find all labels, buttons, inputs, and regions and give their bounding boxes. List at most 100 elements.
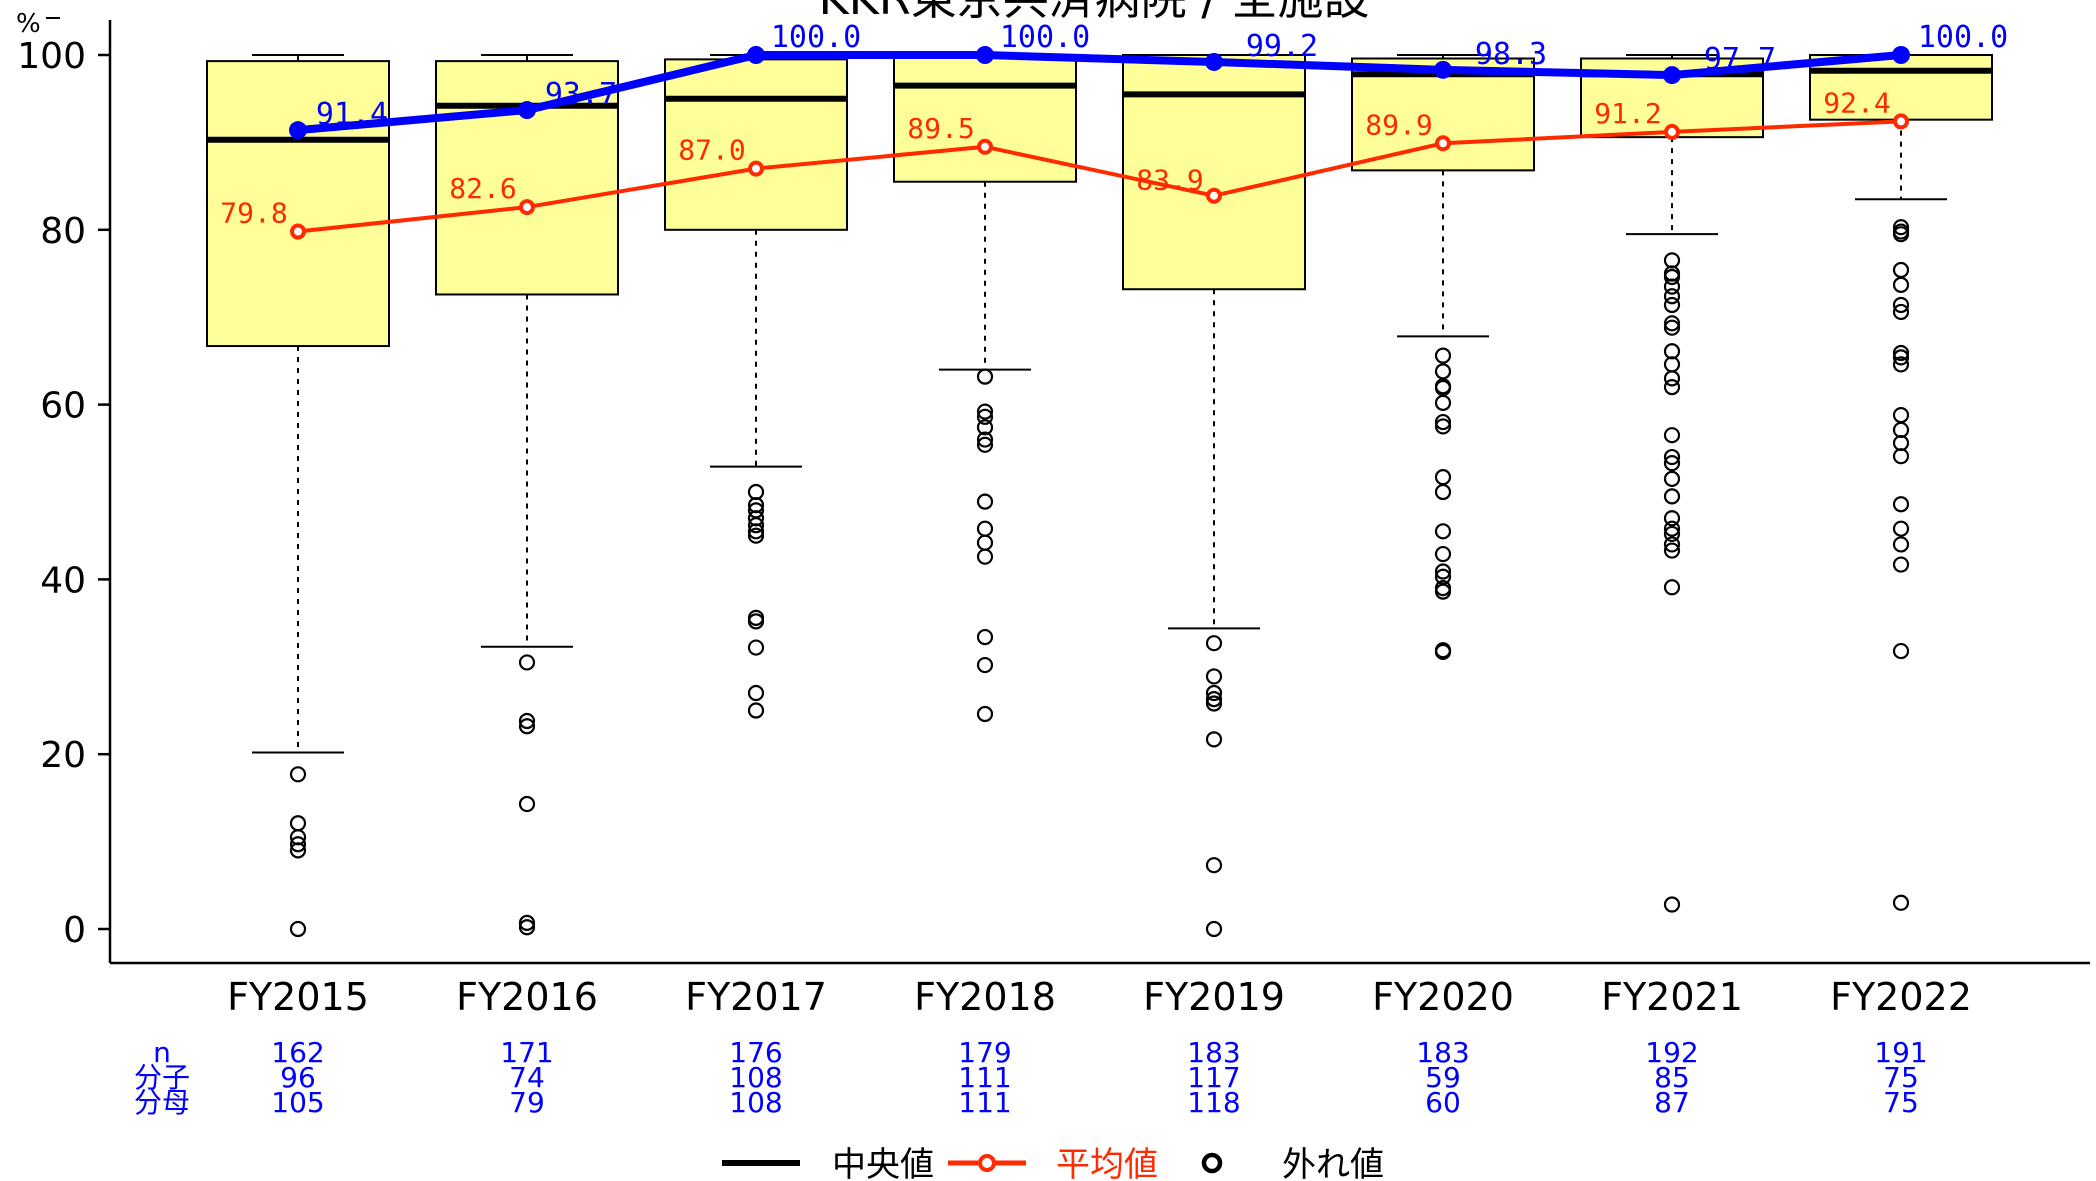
outlier-point xyxy=(289,920,307,938)
outlier-point xyxy=(1892,642,1910,660)
outlier-point xyxy=(518,919,536,936)
mean-point xyxy=(1435,135,1451,152)
facility-point xyxy=(518,101,536,120)
outlier-point xyxy=(1434,545,1452,563)
outlier-point xyxy=(289,836,307,853)
table-cell: 118 xyxy=(1187,1086,1240,1119)
mean-point xyxy=(1893,113,1909,130)
outlier-point xyxy=(1434,483,1452,501)
table-cell: 162 xyxy=(271,1036,324,1069)
outlier-point xyxy=(1892,261,1910,279)
facility-value-label: 93.7 xyxy=(545,77,617,112)
table-cell: 79 xyxy=(509,1086,545,1119)
table-cell: 59 xyxy=(1425,1061,1461,1094)
table-cell: 117 xyxy=(1187,1061,1240,1094)
outlier-point xyxy=(1892,344,1910,362)
facility-point xyxy=(1663,66,1681,85)
mean-value-label: 79.8 xyxy=(220,197,287,230)
outlier-point xyxy=(1663,356,1681,373)
outlier-point xyxy=(976,520,994,537)
outlier-point xyxy=(1892,296,1910,314)
outlier-point xyxy=(976,628,994,646)
outlier-point xyxy=(1663,315,1681,332)
outlier-point xyxy=(747,523,765,540)
outlier-point xyxy=(1205,695,1223,712)
outlier-point xyxy=(1892,356,1910,373)
outlier-point xyxy=(289,842,307,859)
outlier-point xyxy=(1205,668,1223,685)
outlier-point xyxy=(1663,268,1681,286)
box xyxy=(206,60,390,348)
facility-line xyxy=(297,51,1902,135)
outlier-point xyxy=(1892,276,1910,293)
mean-value-label: 92.4 xyxy=(1823,86,1890,119)
outlier-point xyxy=(747,517,765,534)
outlier-point xyxy=(518,795,536,813)
outlier-point xyxy=(1663,288,1681,305)
legend-mean-label: 平均値 xyxy=(1056,1145,1158,1181)
mean-value-label: 82.6 xyxy=(449,172,516,205)
x-tick-label: FY2022 xyxy=(1830,975,1972,1019)
outlier-point xyxy=(1892,520,1910,537)
outlier-point xyxy=(747,483,765,501)
outlier-point xyxy=(289,815,307,832)
outlier-point xyxy=(976,436,994,453)
table-row-label: n xyxy=(153,1036,171,1069)
facility-point xyxy=(976,46,994,64)
outlier-point xyxy=(1434,469,1452,486)
table-cell: 108 xyxy=(729,1061,782,1094)
mean-value-label: 87.0 xyxy=(678,134,745,167)
mean-value-label: 91.2 xyxy=(1594,97,1661,130)
legend-outlier-symbol xyxy=(1201,1152,1223,1174)
legend: 中央値 平均値 外れ値 xyxy=(722,1145,1384,1181)
y-tick-label: 0 xyxy=(63,910,86,951)
outlier-point xyxy=(1663,448,1681,466)
table-cell: 111 xyxy=(958,1061,1011,1094)
mean-point xyxy=(1206,187,1222,204)
facility-point xyxy=(747,46,765,64)
x-tick-label: FY2021 xyxy=(1601,975,1743,1019)
outlier-point xyxy=(747,527,765,544)
table-row-label: 分母 xyxy=(134,1086,190,1119)
outlier-point xyxy=(1663,427,1681,444)
facility-value-label: 98.3 xyxy=(1475,37,1547,72)
outlier-point xyxy=(1892,303,1910,321)
outlier-point xyxy=(1892,556,1910,573)
outlier-point xyxy=(1663,379,1681,396)
boxes xyxy=(206,54,1993,348)
facility-value-label: 100.0 xyxy=(771,20,861,55)
table-cell: 87 xyxy=(1654,1086,1690,1119)
facility-point xyxy=(1434,60,1452,79)
outlier-point xyxy=(1892,421,1910,439)
outlier-point xyxy=(747,684,765,702)
outlier-point xyxy=(1205,857,1223,874)
box xyxy=(664,58,848,231)
facility-point xyxy=(289,121,307,140)
outlier-point xyxy=(1663,343,1681,360)
facility-point xyxy=(1892,46,1910,64)
box xyxy=(435,60,619,296)
outlier-point xyxy=(518,712,536,730)
outlier-point xyxy=(1205,920,1223,938)
outlier-point xyxy=(1892,496,1910,513)
outlier-point xyxy=(976,534,994,551)
outlier-point xyxy=(747,702,765,719)
outlier-point xyxy=(1663,520,1681,537)
mean-point xyxy=(748,160,764,177)
mean-point xyxy=(519,199,535,216)
table-cell: 60 xyxy=(1425,1086,1461,1119)
mean-line xyxy=(297,119,1902,234)
outlier-point xyxy=(1205,691,1223,708)
outlier-point xyxy=(1663,370,1681,387)
table-cell: 171 xyxy=(500,1036,553,1069)
facility-series: 91.4 93.7 100.0 100.0 99.2 98.3 97.7 100.0 xyxy=(289,20,2008,140)
y-tick-label: 80 xyxy=(40,211,86,252)
outlier-point xyxy=(1434,523,1452,540)
outlier-point xyxy=(518,718,536,735)
x-axis: FY2015 FY2016 FY2017 FY2018 FY2019 FY2020 FY20… xyxy=(227,975,1972,1019)
outlier-point xyxy=(1892,406,1910,424)
table-cell: 191 xyxy=(1874,1036,1927,1069)
outlier-point xyxy=(976,493,994,510)
